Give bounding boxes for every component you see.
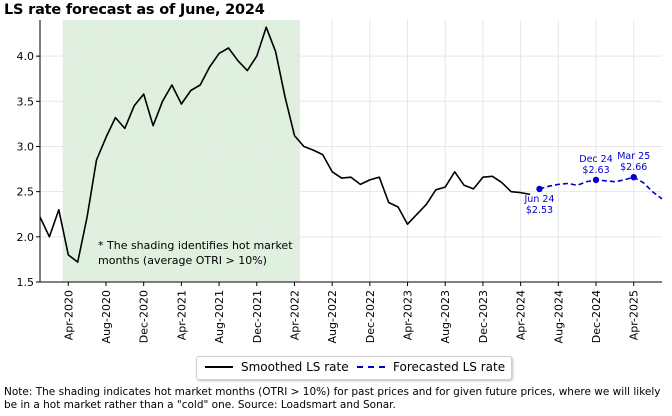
legend-label-forecast: Forecasted LS rate [393,360,506,374]
legend-item-smoothed: Smoothed LS rate [205,360,349,374]
legend-swatch-smoothed [205,366,233,368]
forecast-point-value: $2.63 [582,165,609,176]
y-tick-label: 4.0 [17,50,35,63]
x-tick-label: Dec-2022 [364,290,377,343]
shading-note-line: * The shading identifies hot market [98,239,293,252]
x-tick-label: Aug-2020 [100,290,113,343]
x-tick-label: Aug-2024 [552,290,565,343]
forecasted-ls-rate-line [539,176,663,200]
x-tick-label: Aug-2023 [439,290,452,343]
forecast-point-value: $2.53 [526,205,553,216]
x-tick-label: Apr-2023 [402,290,415,340]
legend-label-smoothed: Smoothed LS rate [241,360,349,374]
footnote: Note: The shading indicates hot market m… [4,386,661,411]
forecast-point-date: Jun 24 [524,194,555,205]
chart-title: LS rate forecast as of June, 2024 [4,2,265,18]
x-tick-label: Aug-2022 [326,290,339,343]
y-tick-label: 2.0 [17,231,35,244]
chart-legend: Smoothed LS rate Forecasted LS rate [196,356,512,380]
x-tick-label: Apr-2025 [628,290,641,340]
y-tick-label: 3.0 [17,140,35,153]
shading-note-line: months (average OTRI > 10%) [98,254,267,267]
x-tick-label: Dec-2020 [138,290,151,343]
x-tick-label: Apr-2022 [288,290,301,340]
y-tick-label: 2.5 [17,186,35,199]
x-tick-label: Dec-2021 [251,290,264,343]
legend-swatch-forecast [357,366,385,368]
forecast-point-marker [630,174,637,181]
x-tick-label: Dec-2024 [590,290,603,343]
legend-item-forecast: Forecasted LS rate [357,360,505,374]
x-tick-label: Dec-2023 [477,290,490,343]
smoothed-ls-rate-line [39,26,531,263]
x-tick-label: Apr-2020 [62,290,75,340]
x-tick-label: Apr-2021 [175,290,188,340]
y-tick-label: 3.5 [17,95,35,108]
forecast-point-marker [536,185,543,193]
x-tick-label: Apr-2024 [515,290,528,340]
forecast-point-date: Mar 25 [617,151,650,162]
forecast-point-value: $2.66 [620,162,647,173]
y-tick-label: 1.5 [17,276,35,289]
forecast-point-date: Dec 24 [579,154,613,165]
x-tick-label: Aug-2021 [213,290,226,343]
forecast-point-marker [592,176,600,184]
